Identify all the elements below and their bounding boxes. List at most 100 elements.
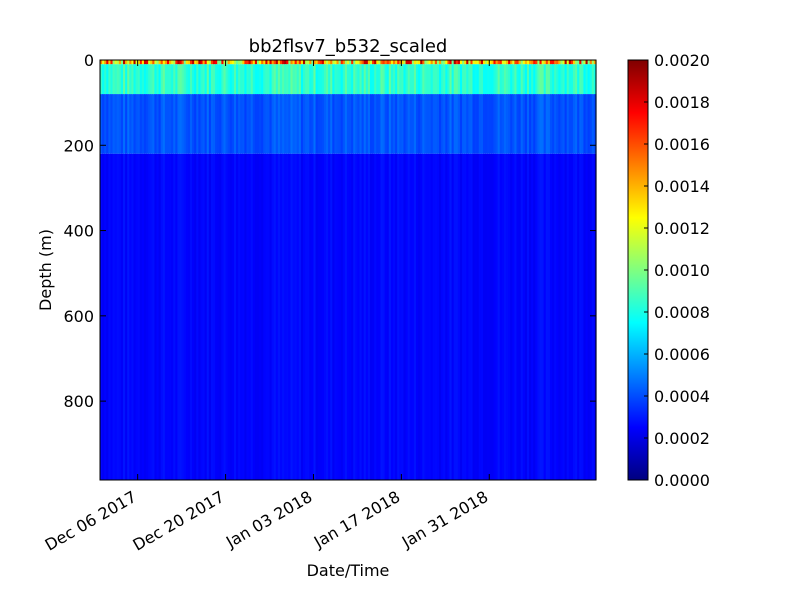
heatmap-cell bbox=[418, 153, 421, 480]
heatmap-cell bbox=[181, 60, 185, 65]
heatmap-cell bbox=[242, 64, 245, 95]
heatmap-cell bbox=[522, 60, 526, 65]
heatmap-cell bbox=[110, 64, 114, 95]
heatmap-cell bbox=[489, 153, 492, 480]
heatmap-cell bbox=[575, 60, 578, 65]
colorbar-tick-label: 0.0006 bbox=[654, 345, 710, 364]
heatmap-cell bbox=[522, 153, 526, 480]
heatmap-cell bbox=[271, 94, 275, 154]
heatmap-cell bbox=[319, 60, 323, 65]
heatmap-cell bbox=[328, 94, 331, 154]
heatmap-cell bbox=[273, 94, 277, 154]
heatmap-cell bbox=[451, 60, 455, 65]
heatmap-cell bbox=[422, 153, 425, 480]
heatmap-cell bbox=[259, 60, 262, 65]
heatmap-cell bbox=[154, 64, 158, 95]
heatmap-cell bbox=[416, 60, 419, 65]
heatmap-cell bbox=[441, 64, 444, 95]
y-axis-label: Depth (m) bbox=[36, 229, 55, 311]
heatmap-cell bbox=[286, 60, 289, 65]
heatmap-cell bbox=[282, 94, 285, 154]
heatmap-cell bbox=[445, 153, 449, 480]
heatmap-cell bbox=[282, 153, 285, 480]
heatmap-cell bbox=[313, 64, 317, 95]
heatmap-cell bbox=[503, 64, 507, 95]
heatmap-cell bbox=[566, 60, 570, 65]
heatmap-cell bbox=[326, 60, 329, 65]
heatmap-cell bbox=[395, 60, 398, 65]
heatmap-cell bbox=[317, 94, 321, 154]
heatmap-cell bbox=[497, 64, 501, 95]
heatmap-cell bbox=[146, 94, 149, 154]
heatmap-cell bbox=[564, 94, 568, 154]
heatmap-cell bbox=[424, 60, 428, 65]
heatmap-cell bbox=[399, 94, 402, 154]
heatmap-cell bbox=[552, 153, 555, 480]
heatmap-cell bbox=[430, 60, 434, 65]
y-axis: 0 200 400 600 800 bbox=[63, 51, 596, 411]
heatmap-cell bbox=[508, 64, 511, 95]
heatmap-cell bbox=[162, 94, 166, 154]
heatmap-cell bbox=[403, 64, 407, 95]
heatmap-cell bbox=[378, 60, 382, 65]
heatmap-cell bbox=[418, 94, 421, 154]
colorbar-tick-label: 0.0002 bbox=[654, 429, 710, 448]
heatmap-cell bbox=[384, 64, 388, 95]
heatmap-cell bbox=[256, 60, 260, 65]
heatmap-cell bbox=[344, 64, 348, 95]
heatmap-cell bbox=[593, 60, 597, 65]
heatmap-cell bbox=[449, 94, 453, 154]
heatmap-cell bbox=[558, 153, 562, 480]
heatmap-cell bbox=[307, 60, 310, 65]
heatmap-cell bbox=[535, 60, 538, 65]
heatmap-cell bbox=[175, 64, 179, 95]
heatmap-cell bbox=[503, 153, 507, 480]
heatmap-cell bbox=[106, 94, 109, 154]
heatmap-cell bbox=[164, 94, 168, 154]
heatmap-cell bbox=[294, 64, 298, 95]
heatmap-cell bbox=[275, 60, 279, 65]
heatmap-cell bbox=[363, 94, 367, 154]
heatmap-cell bbox=[399, 64, 402, 95]
heatmap-cell bbox=[482, 60, 486, 65]
heatmap-cell bbox=[541, 60, 545, 65]
heatmap-cell bbox=[273, 60, 277, 65]
heatmap-cell bbox=[100, 60, 103, 65]
heatmap-cell bbox=[552, 94, 555, 154]
heatmap-cell bbox=[123, 60, 126, 65]
heatmap-cell bbox=[217, 94, 220, 154]
heatmap-cell bbox=[279, 153, 283, 480]
heatmap-cell bbox=[346, 153, 350, 480]
heatmap-cell bbox=[432, 153, 436, 480]
heatmap-cell bbox=[150, 94, 153, 154]
heatmap-cell bbox=[146, 64, 149, 95]
heatmap-cell bbox=[441, 60, 444, 65]
heatmap-cell bbox=[256, 153, 260, 480]
heatmap-cell bbox=[439, 94, 442, 154]
heatmap-cell bbox=[514, 94, 518, 154]
heatmap-cell bbox=[455, 60, 459, 65]
heatmap-cell bbox=[279, 94, 283, 154]
heatmap-cell bbox=[321, 60, 325, 65]
heatmap-cell bbox=[336, 94, 340, 154]
heatmap-cell bbox=[399, 153, 402, 480]
heatmap-cell bbox=[233, 60, 237, 65]
heatmap-cell bbox=[462, 64, 465, 95]
heatmap-cell bbox=[221, 153, 225, 480]
heatmap-cell bbox=[491, 64, 495, 95]
heatmap-cell bbox=[250, 94, 254, 154]
heatmap-cell bbox=[200, 60, 204, 65]
heatmap-cell bbox=[116, 64, 120, 95]
heatmap-cell bbox=[305, 60, 308, 65]
heatmap-cell bbox=[413, 153, 417, 480]
heatmap-cell bbox=[250, 64, 254, 95]
heatmap-cell bbox=[416, 153, 419, 480]
heatmap-cell bbox=[480, 64, 484, 95]
heatmap-cell bbox=[229, 64, 233, 95]
heatmap-cell bbox=[568, 153, 572, 480]
heatmap-cell bbox=[445, 94, 449, 154]
heatmap-cell bbox=[206, 94, 210, 154]
heatmap-cell bbox=[518, 60, 522, 65]
heatmap-cell bbox=[357, 60, 361, 65]
heatmap-cell bbox=[390, 94, 394, 154]
